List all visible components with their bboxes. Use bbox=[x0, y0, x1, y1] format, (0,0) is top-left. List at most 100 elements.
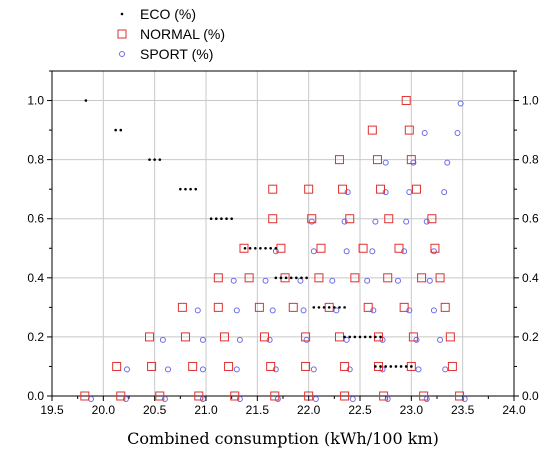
eco-point bbox=[220, 217, 223, 221]
y-tick-label-left: 0.6 bbox=[27, 212, 44, 226]
x-tick-label: 19.5 bbox=[40, 403, 64, 417]
eco-point bbox=[248, 246, 252, 250]
sport-point bbox=[122, 395, 129, 402]
normal-point bbox=[194, 391, 204, 401]
normal-point bbox=[408, 332, 418, 342]
eco-point bbox=[259, 246, 262, 250]
legend-label-normal: NORMAL (%) bbox=[140, 26, 225, 42]
sport-point bbox=[159, 336, 166, 343]
eco-point bbox=[374, 335, 377, 339]
sport-point bbox=[343, 336, 350, 343]
sport-point bbox=[406, 307, 413, 314]
normal-point bbox=[301, 361, 311, 371]
legend-marker-eco bbox=[120, 12, 124, 16]
eco-point bbox=[363, 335, 367, 339]
sport-point bbox=[233, 366, 240, 373]
normal-point bbox=[145, 332, 155, 342]
normal-point bbox=[435, 273, 445, 283]
eco-point bbox=[264, 246, 267, 250]
x-tick-label: 22.0 bbox=[297, 403, 321, 417]
sport-point bbox=[382, 189, 389, 196]
normal-point bbox=[406, 155, 416, 165]
eco-point bbox=[230, 217, 233, 221]
normal-point bbox=[394, 243, 404, 253]
normal-point bbox=[411, 184, 421, 194]
normal-point bbox=[384, 214, 394, 224]
normal-point bbox=[80, 391, 90, 401]
sport-point bbox=[161, 395, 168, 402]
sport-point bbox=[266, 336, 273, 343]
sport-point bbox=[394, 277, 401, 284]
sport-point bbox=[421, 130, 428, 137]
legend-item-eco: ECO (%) bbox=[120, 6, 196, 22]
normal-point bbox=[350, 273, 360, 283]
eco-point bbox=[312, 306, 316, 309]
normal-point bbox=[304, 391, 314, 401]
x-tick-label: 20.0 bbox=[92, 403, 116, 417]
legend: ECO (%) NORMAL (%) SPORT (%) bbox=[117, 6, 225, 62]
y-tick-label-left: 0.2 bbox=[27, 330, 44, 344]
eco-point bbox=[114, 128, 117, 132]
sport-point bbox=[410, 159, 417, 166]
sport-point bbox=[430, 248, 437, 255]
eco-point bbox=[158, 158, 162, 161]
legend-label-sport: SPORT (%) bbox=[140, 46, 213, 62]
eco-point bbox=[189, 187, 192, 191]
sport-point bbox=[369, 248, 376, 255]
eco-point bbox=[338, 306, 341, 309]
y-tick-label-right: 0.0 bbox=[522, 389, 539, 403]
sport-point bbox=[262, 277, 269, 284]
normal-point bbox=[116, 391, 126, 401]
sport-point bbox=[333, 307, 340, 314]
normal-point bbox=[427, 214, 437, 224]
eco-point bbox=[353, 335, 357, 339]
eco-point bbox=[148, 158, 151, 161]
normal-point bbox=[372, 155, 382, 165]
sport-point bbox=[441, 189, 448, 196]
normal-point bbox=[254, 302, 264, 312]
x-tick-label: 23.0 bbox=[400, 403, 424, 417]
eco-point bbox=[404, 365, 408, 368]
normal-point bbox=[419, 391, 429, 401]
sport-point bbox=[346, 366, 353, 373]
normal-point bbox=[340, 361, 350, 371]
normal-point bbox=[383, 273, 393, 283]
normal-point bbox=[307, 214, 317, 224]
sport-point bbox=[312, 395, 319, 402]
eco-point bbox=[225, 217, 228, 221]
eco-point bbox=[119, 128, 123, 132]
y-tick-label-left: 0.4 bbox=[27, 271, 44, 285]
eco-point bbox=[379, 335, 382, 339]
x-tick-label: 23.5 bbox=[451, 403, 475, 417]
eco-point bbox=[84, 99, 88, 102]
eco-point bbox=[269, 246, 272, 250]
eco-point bbox=[317, 306, 321, 309]
eco-point bbox=[389, 365, 393, 368]
normal-point bbox=[358, 243, 368, 253]
normal-point bbox=[266, 361, 276, 371]
normal-point bbox=[445, 332, 455, 342]
eco-point bbox=[194, 187, 198, 191]
normal-point bbox=[288, 302, 298, 312]
normal-point bbox=[338, 184, 348, 194]
eco-point bbox=[379, 365, 382, 368]
y-tick-label-right: 1.0 bbox=[522, 94, 539, 108]
sport-point bbox=[344, 189, 351, 196]
normal-point bbox=[340, 391, 350, 401]
legend-marker-normal bbox=[117, 29, 127, 39]
normal-point bbox=[367, 125, 377, 135]
sport-point bbox=[310, 366, 317, 373]
normal-point bbox=[363, 302, 373, 312]
eco-point bbox=[274, 246, 278, 250]
sport-point bbox=[123, 366, 130, 373]
sport-point bbox=[437, 336, 444, 343]
grid-lines bbox=[51, 71, 515, 397]
y-tick-label-left: 0.8 bbox=[27, 153, 44, 167]
sport-point bbox=[310, 248, 317, 255]
normal-point bbox=[316, 243, 326, 253]
normal-point bbox=[401, 96, 411, 106]
normal-point bbox=[155, 391, 165, 401]
eco-point bbox=[305, 276, 308, 280]
y-tick-label-right: 0.2 bbox=[522, 330, 539, 344]
sport-point bbox=[426, 277, 433, 284]
